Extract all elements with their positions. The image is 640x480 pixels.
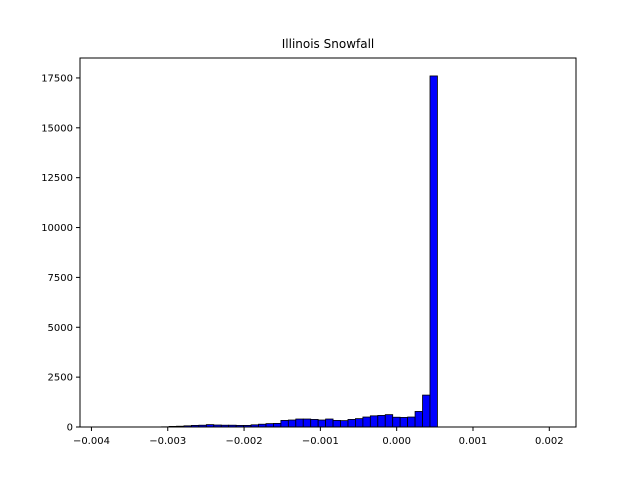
chart-title: Illinois Snowfall [282,37,375,51]
histogram-bar [384,414,394,428]
y-tick-label: 15000 [41,123,73,134]
x-tick-label: −0.002 [226,436,263,447]
y-tick-label: 5000 [48,323,73,334]
histogram-bar [369,415,379,428]
x-tick-label: 0.002 [535,436,564,447]
histogram-bar [377,415,386,428]
histogram-bar [340,420,349,428]
histogram-bar [392,416,401,428]
y-tick-label: 10000 [41,223,73,234]
histogram-bar [332,420,341,428]
x-tick-label: 0.000 [382,436,411,447]
x-tick-label: −0.003 [149,436,186,447]
histogram-bar [273,423,282,428]
histogram-bar [355,418,364,428]
y-tick-label: 2500 [48,373,73,384]
y-tick-label: 17500 [41,73,73,84]
histogram-bar [317,419,327,428]
histogram-bar [310,419,319,428]
histogram-bar [429,75,438,428]
histogram-bar [414,411,423,428]
histogram-bar [422,394,431,428]
plot-frame [79,57,577,428]
histogram-bar [325,418,334,428]
y-tick-label: 12500 [41,173,73,184]
histogram-bar [265,423,274,428]
histogram-bar [302,418,312,428]
y-tick-label: 7500 [48,273,73,284]
bars-group [94,75,438,428]
x-tick-label: −0.004 [73,436,110,447]
histogram-bar [287,419,297,428]
x-tick-label: 0.001 [459,436,488,447]
x-axis: −0.004 −0.003 −0.002 −0.001 0.000 0.001 0.002 [73,427,564,447]
histogram-bar [347,419,356,428]
histogram-bar [280,420,289,428]
y-axis: 0 2500 5000 7500 10000 12500 15000 17500 [41,73,80,434]
x-tick-label: −0.001 [302,436,339,447]
histogram-bar [295,418,304,428]
y-tick-label: 0 [67,423,73,434]
histogram-bar [399,417,409,428]
histogram-bar [407,416,416,428]
histogram-bar [362,416,371,428]
